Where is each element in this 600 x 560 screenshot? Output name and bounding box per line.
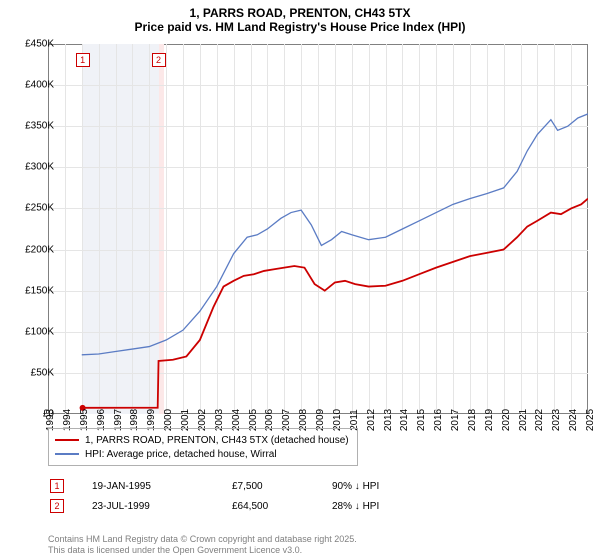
sales-row: 2 23-JUL-1999 £64,500 28% ↓ HPI <box>48 496 588 516</box>
legend-box: 1, PARRS ROAD, PRENTON, CH43 5TX (detach… <box>48 428 358 466</box>
y-axis-tick-label: £100K <box>6 326 54 337</box>
series-hpi <box>82 114 588 355</box>
y-axis-tick-label: £400K <box>6 80 54 91</box>
sale-delta: 90% ↓ HPI <box>332 481 452 492</box>
series-price_paid <box>83 199 588 408</box>
legend-label: 1, PARRS ROAD, PRENTON, CH43 5TX (detach… <box>85 435 349 446</box>
sale-price: £7,500 <box>232 481 332 492</box>
y-axis-tick-label: £250K <box>6 203 54 214</box>
sales-table: 1 19-JAN-1995 £7,500 90% ↓ HPI 2 23-JUL-… <box>48 476 588 516</box>
sales-row: 1 19-JAN-1995 £7,500 90% ↓ HPI <box>48 476 588 496</box>
legend-item-price-paid: 1, PARRS ROAD, PRENTON, CH43 5TX (detach… <box>55 433 351 447</box>
legend-and-sales: 1, PARRS ROAD, PRENTON, CH43 5TX (detach… <box>48 428 588 516</box>
legend-item-hpi: HPI: Average price, detached house, Wirr… <box>55 447 351 461</box>
y-axis-tick-label: £450K <box>6 39 54 50</box>
sale-marker-icon: 2 <box>50 499 64 513</box>
line-chart-svg <box>48 44 588 414</box>
footnote-line2: This data is licensed under the Open Gov… <box>48 545 357 556</box>
sale-marker-icon: 1 <box>76 53 90 67</box>
chart-plot-area: 12 <box>48 44 588 414</box>
sale-delta: 28% ↓ HPI <box>332 501 452 512</box>
legend-swatch-icon <box>55 439 79 442</box>
footnote-line1: Contains HM Land Registry data © Crown c… <box>48 534 357 545</box>
y-axis-tick-label: £150K <box>6 285 54 296</box>
y-axis-tick-label: £50K <box>6 367 54 378</box>
sale-marker-icon: 1 <box>50 479 64 493</box>
legend-swatch-icon <box>55 453 79 455</box>
legend-label: HPI: Average price, detached house, Wirr… <box>85 449 277 460</box>
y-axis-tick-label: £350K <box>6 121 54 132</box>
footnote: Contains HM Land Registry data © Crown c… <box>48 534 357 557</box>
chart-title-line2: Price paid vs. HM Land Registry's House … <box>0 20 600 38</box>
sale-marker-icon: 2 <box>152 53 166 67</box>
sale-price: £64,500 <box>232 501 332 512</box>
sale-date: 19-JAN-1995 <box>92 481 232 492</box>
sale-date: 23-JUL-1999 <box>92 501 232 512</box>
y-axis-tick-label: £200K <box>6 244 54 255</box>
y-axis-tick-label: £300K <box>6 162 54 173</box>
chart-title-line1: 1, PARRS ROAD, PRENTON, CH43 5TX <box>0 0 600 20</box>
